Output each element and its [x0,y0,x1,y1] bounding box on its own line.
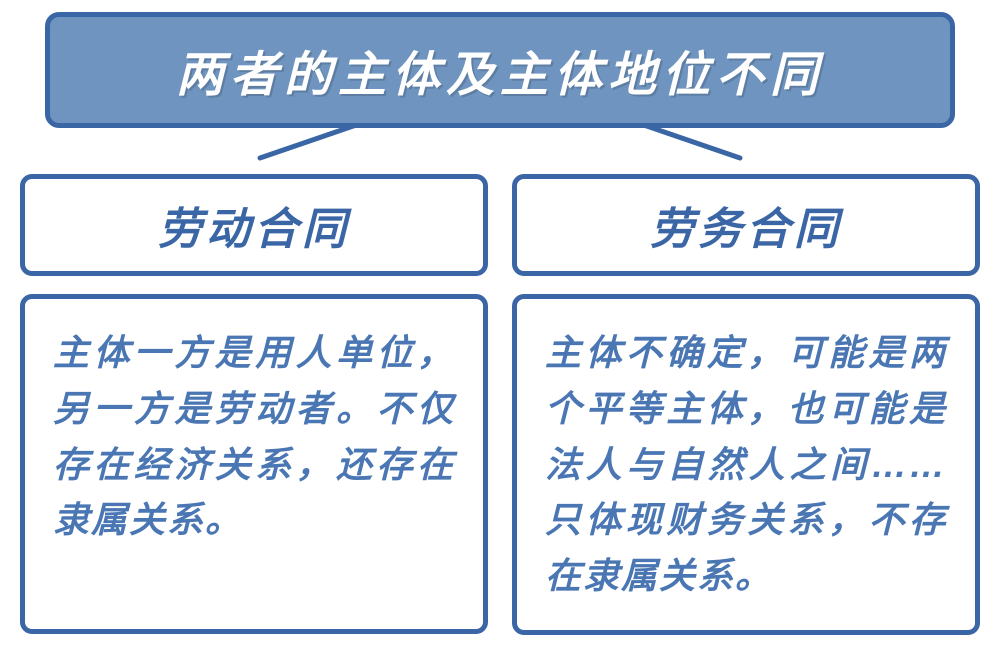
right-header-text: 劳务合同 [517,193,975,257]
right-header-box: 劳务合同 [512,174,980,276]
left-header-box: 劳动合同 [20,174,488,276]
title-box: 两者的主体及主体地位不同 [45,12,955,128]
left-header-text: 劳动合同 [25,193,483,257]
left-column: 劳动合同 主体一方是用人单位，另一方是劳动者。不仅存在经济关系，还存在隶属关系。 [20,174,488,635]
title-text: 两者的主体及主体地位不同 [50,35,950,105]
left-body-box: 主体一方是用人单位，另一方是劳动者。不仅存在经济关系，还存在隶属关系。 [20,294,488,634]
columns: 劳动合同 主体一方是用人单位，另一方是劳动者。不仅存在经济关系，还存在隶属关系。… [20,174,980,635]
right-body-box: 主体不确定，可能是两个平等主体，也可能是法人与自然人之间……只体现财务关系，不存… [512,294,980,635]
diagram-root: 两者的主体及主体地位不同 劳动合同 主体一方是用人单位，另一方是劳动者。不仅存在… [20,12,980,635]
right-body-text: 主体不确定，可能是两个平等主体，也可能是法人与自然人之间……只体现财务关系，不存… [545,325,947,604]
left-body-text: 主体一方是用人单位，另一方是劳动者。不仅存在经济关系，还存在隶属关系。 [53,325,455,548]
right-column: 劳务合同 主体不确定，可能是两个平等主体，也可能是法人与自然人之间……只体现财务… [512,174,980,635]
